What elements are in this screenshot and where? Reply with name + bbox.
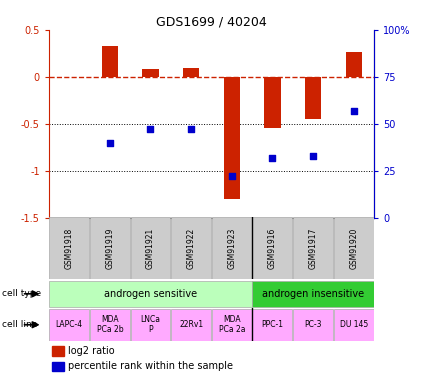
Text: log2 ratio: log2 ratio <box>68 346 115 356</box>
Bar <box>212 217 252 279</box>
Text: percentile rank within the sample: percentile rank within the sample <box>68 361 233 371</box>
Text: GSM91920: GSM91920 <box>349 228 358 269</box>
Bar <box>90 217 130 279</box>
Text: GSM91918: GSM91918 <box>65 228 74 269</box>
Point <box>350 108 357 114</box>
Bar <box>293 309 333 340</box>
Bar <box>49 217 89 279</box>
Bar <box>252 309 292 340</box>
Bar <box>346 52 362 77</box>
Text: GSM91921: GSM91921 <box>146 228 155 269</box>
Text: cell line: cell line <box>2 320 37 329</box>
Bar <box>224 77 240 199</box>
Bar <box>252 281 374 307</box>
Text: LNCa
P: LNCa P <box>141 315 161 334</box>
Bar <box>293 217 333 279</box>
Point <box>310 153 317 159</box>
Point <box>228 173 235 179</box>
Bar <box>130 217 170 279</box>
Bar <box>264 77 281 128</box>
Bar <box>52 346 63 356</box>
Text: MDA
PCa 2b: MDA PCa 2b <box>96 315 123 334</box>
Bar <box>102 46 118 77</box>
Text: DU 145: DU 145 <box>340 320 368 329</box>
Bar <box>171 309 211 340</box>
Bar <box>183 68 199 77</box>
Text: cell type: cell type <box>2 289 41 298</box>
Text: MDA
PCa 2a: MDA PCa 2a <box>218 315 245 334</box>
Bar <box>49 309 89 340</box>
Title: GDS1699 / 40204: GDS1699 / 40204 <box>156 16 267 29</box>
Bar <box>334 309 374 340</box>
Text: androgen sensitive: androgen sensitive <box>104 289 197 299</box>
Bar <box>130 309 170 340</box>
Point <box>269 154 276 160</box>
Bar <box>49 281 252 307</box>
Text: LAPC-4: LAPC-4 <box>56 320 83 329</box>
Point <box>188 126 195 132</box>
Bar <box>305 77 321 119</box>
Bar <box>212 309 252 340</box>
Text: GSM91919: GSM91919 <box>105 228 114 269</box>
Text: GSM91922: GSM91922 <box>187 228 196 269</box>
Text: PPC-1: PPC-1 <box>261 320 283 329</box>
Bar <box>334 217 374 279</box>
Bar <box>252 217 292 279</box>
Bar <box>52 362 63 371</box>
Bar <box>90 309 130 340</box>
Text: PC-3: PC-3 <box>304 320 322 329</box>
Text: GSM91916: GSM91916 <box>268 228 277 269</box>
Bar <box>171 217 211 279</box>
Point <box>147 126 154 132</box>
Text: GSM91917: GSM91917 <box>309 228 317 269</box>
Text: 22Rv1: 22Rv1 <box>179 320 203 329</box>
Text: androgen insensitive: androgen insensitive <box>262 289 364 299</box>
Point <box>106 140 113 146</box>
Text: GSM91923: GSM91923 <box>227 228 236 269</box>
Bar <box>142 69 159 77</box>
